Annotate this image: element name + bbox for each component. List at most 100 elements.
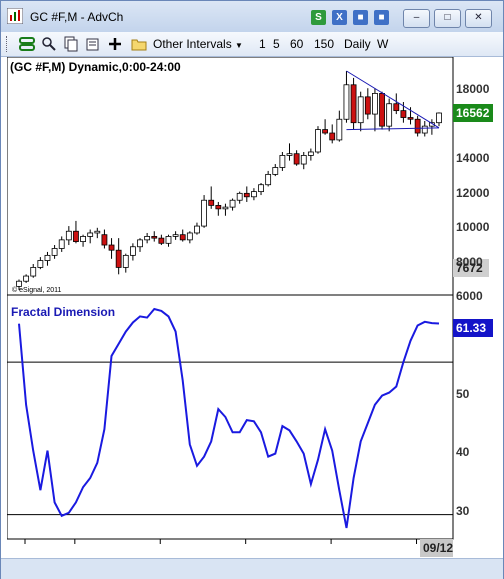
candle-body [208,199,215,206]
other-intervals-label: Other Intervals [153,37,232,51]
candle-body [115,249,122,268]
candle-body [137,239,143,248]
candle-body [179,234,186,241]
candle-body [265,173,272,186]
window-title: GC #F,M - AdvCh [30,10,124,24]
close-button[interactable]: ✕ [465,9,492,28]
chart-area[interactable]: (GC #F,M) Dynamic,0:00-24:00 © eSignal, … [6,56,497,570]
minimize-button[interactable]: – [403,9,430,28]
price-tick-12000: 12000 [456,186,490,200]
indicator-level-lines [7,361,453,516]
candle-body [51,248,58,256]
trend-line [346,127,440,131]
link-symbol-label: S [315,12,322,23]
title-bar[interactable]: GC #F,M - AdvCh S X ■ ■ – □ ✕ [1,1,503,33]
fractal-dimension-line [18,307,440,529]
candle-body [293,153,300,165]
properties-icon[interactable]: ■ [374,10,389,25]
price-candles [16,71,442,290]
candle-body [58,239,65,249]
candle-body [194,225,200,234]
candle-body [357,96,364,124]
link-symbol-icon[interactable]: S [311,10,326,25]
layout-label: ■ [357,12,364,23]
fractal-dimension-series [18,307,440,529]
toolbar-grip[interactable] [6,36,10,52]
other-intervals-dropdown[interactable]: Other Intervals ▼ [153,37,243,51]
candle-body [44,254,51,261]
price-pane-title: (GC #F,M) Dynamic,0:00-24:00 [10,60,181,74]
candle-body [16,280,22,287]
price-pane-frame [6,56,454,296]
candle-body [229,199,236,208]
candle-body [65,230,72,241]
candle-body [428,122,435,127]
candle-body [87,232,94,237]
candle-body [286,153,293,156]
copyright-text: © eSignal, 2011 [12,287,62,294]
last-indicator-label: 61.33 [456,321,487,335]
candle-body [407,117,414,120]
chart-canvas[interactable] [6,56,497,557]
price-tick-6000: 6000 [456,289,483,303]
folder-icon[interactable] [131,36,147,52]
candle-body [436,112,442,124]
candle-body [350,84,357,124]
candle-body [158,237,165,244]
candle-body [129,246,136,256]
chevron-down-icon: ▼ [235,41,243,50]
candle-body [364,96,371,115]
restore-button[interactable]: □ [434,9,461,28]
cursor-date-label: 09/12 [423,541,454,555]
candle-body [386,103,393,127]
marker-price-label: 7672 [456,261,483,275]
interval-5-button[interactable]: 5 [273,37,280,51]
zoom-icon[interactable] [41,36,57,52]
candle-body [186,232,193,241]
candle-body [222,206,229,210]
candle-body [30,267,37,277]
indicator-pane-title: Fractal Dimension [11,305,116,319]
marker-price-box [453,259,489,277]
candle-body [414,118,421,134]
indicator-tick-50: 50 [456,387,470,401]
link-chain-icon[interactable] [19,36,35,52]
cursor-mode-icon[interactable]: X [332,10,347,25]
candle-body [279,155,286,168]
candle-body [379,93,385,127]
interval-1-button[interactable]: 1 [259,37,266,51]
candle-body [37,260,44,268]
candle-body [315,129,321,153]
settings-icon[interactable] [85,36,101,52]
copy-chart-icon[interactable] [63,36,79,52]
interval-150-button[interactable]: 150 [314,37,335,51]
candle-body [236,192,243,201]
interval-weekly-button[interactable]: W [377,37,389,51]
candle-body [307,151,314,156]
layout-icon[interactable]: ■ [353,10,368,25]
candle-body [300,155,307,165]
candle-body [258,184,264,193]
candle-body [322,129,329,134]
last-price-box [453,104,493,122]
candle-body [393,103,400,112]
indicator-tick-40: 40 [456,445,470,459]
candle-body [421,125,428,134]
add-icon[interactable] [107,36,123,52]
x-axis [24,539,418,544]
candle-body [165,236,172,244]
interval-60-button[interactable]: 60 [290,37,304,51]
interval-daily-button[interactable]: Daily [344,37,371,51]
candle-body [23,275,30,282]
properties-label: ■ [378,12,385,23]
price-tick-14000: 14000 [456,151,490,165]
candle-body [343,84,350,120]
indicator-tick-30: 30 [456,504,470,518]
candle-body [243,192,250,198]
candle-body [144,236,151,241]
candle-body [73,230,79,242]
candle-body [201,199,207,227]
triangle-trend-lines [346,70,440,131]
chart-toolbar: Other Intervals ▼ 1 5 60 150 Daily W [1,32,503,57]
